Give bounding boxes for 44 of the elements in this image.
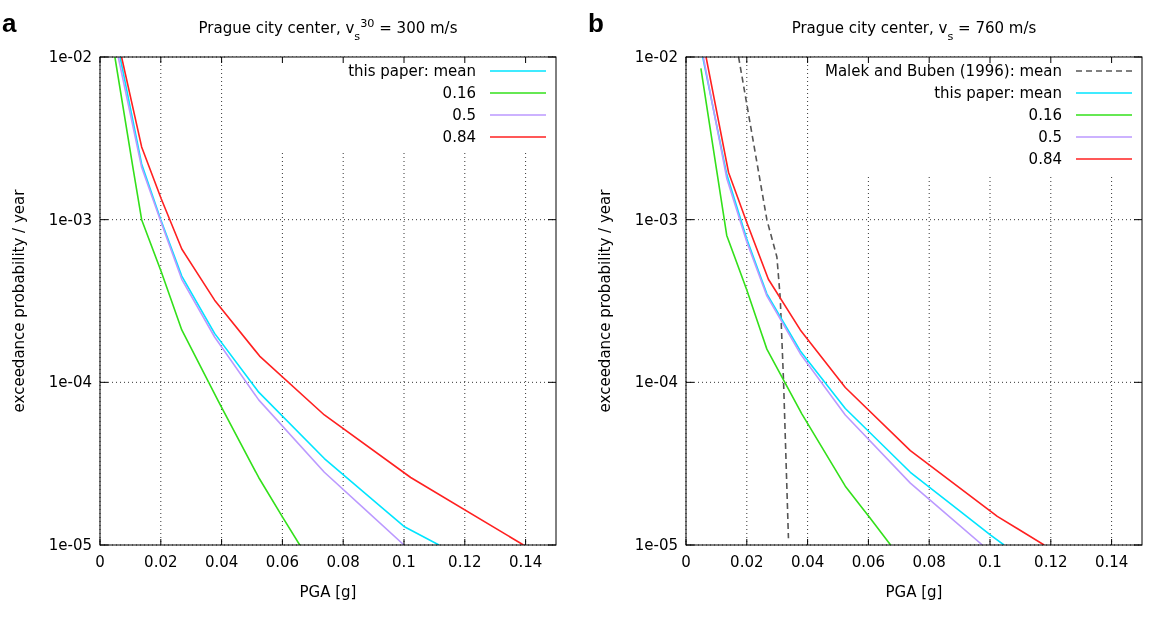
x-tick-label: 0.1 — [392, 553, 416, 571]
legend-label: Malek and Buben (1996): mean — [824, 62, 1062, 80]
x-tick-label: 0.02 — [730, 553, 764, 571]
x-tick-label: 0.04 — [204, 553, 239, 571]
text: b — [588, 8, 604, 38]
y-tick-label: 1e-03 — [48, 210, 92, 229]
legend-label: 0.84 — [1028, 150, 1062, 168]
legend-label: this paper: mean — [934, 84, 1062, 102]
line-series — [114, 57, 301, 545]
x-tick-label: 0.02 — [144, 553, 178, 571]
x-tick-label: 0.1 — [978, 553, 1002, 571]
y-tick-label: 1e-02 — [634, 48, 678, 66]
x-axis-title: PGA [g] — [885, 583, 943, 601]
legend-label: 0.16 — [442, 84, 476, 102]
y-tick-label: 1e-05 — [48, 536, 92, 554]
chart-title: Prague city center, v$_{s}$$^{30}$ = 300 m/s — [198, 16, 458, 43]
x-tick-label: 0.06 — [851, 553, 886, 571]
x-tick-label: 0.12 — [448, 553, 482, 571]
y-tick-label: 1e-02 — [48, 48, 92, 66]
x-tick-label: 0 — [95, 553, 105, 571]
x-tick-label: 0.04 — [790, 553, 825, 571]
x-tick-label: 0.08 — [912, 553, 946, 571]
line-series — [737, 57, 790, 540]
legend-label: this paper: mean — [348, 62, 476, 80]
text: a — [2, 8, 17, 38]
y-axis-title: exceedance probability / year — [596, 188, 614, 413]
legend-label: 0.16 — [1028, 106, 1062, 124]
chart-title: Prague city center, v$_{s}$ = 760 m/s — [791, 19, 1037, 43]
legend-label: 0.5 — [452, 106, 476, 124]
y-tick-label: 1e-04 — [634, 373, 678, 392]
x-tick-label: 0 — [681, 553, 691, 571]
legend-label: 0.5 — [1038, 128, 1062, 146]
x-tick-label: 0.12 — [1034, 553, 1068, 571]
x-tick-label: 0.06 — [265, 553, 300, 571]
x-tick-label: 0.14 — [1094, 553, 1129, 571]
y-tick-label: 1e-03 — [634, 210, 678, 229]
x-tick-label: 0.14 — [508, 553, 543, 571]
y-axis-title: exceedance probability / year — [10, 188, 28, 413]
x-axis-title: PGA [g] — [299, 583, 357, 601]
legend-label: 0.84 — [442, 128, 476, 146]
y-tick-label: 1e-04 — [48, 373, 92, 392]
x-tick-label: 0.08 — [326, 553, 360, 571]
y-tick-label: 1e-05 — [634, 536, 678, 554]
line-series — [120, 57, 525, 545]
